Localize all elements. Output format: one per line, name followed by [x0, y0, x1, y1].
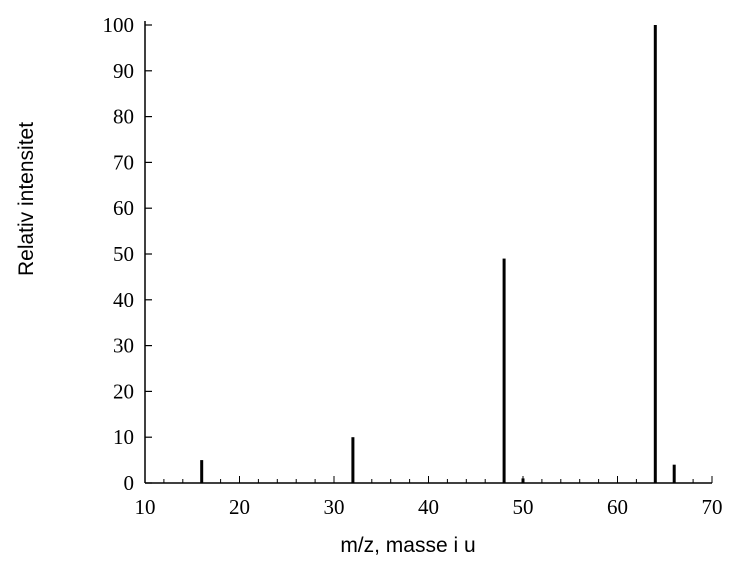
y-tick-label: 70 — [113, 150, 134, 174]
y-tick-label: 0 — [124, 471, 135, 495]
y-tick-label: 50 — [113, 242, 134, 266]
x-tick-label: 50 — [513, 495, 534, 519]
peak-bar — [502, 258, 506, 483]
y-tick-label: 40 — [113, 288, 134, 312]
y-tick-label: 90 — [113, 59, 134, 83]
y-tick-label: 100 — [103, 13, 135, 37]
x-tick-label: 10 — [135, 495, 156, 519]
x-tick-label: 40 — [418, 495, 439, 519]
x-tick-label: 70 — [702, 495, 723, 519]
peak-bar — [521, 478, 525, 483]
y-tick-label: 20 — [113, 379, 134, 403]
x-tick-label: 20 — [229, 495, 250, 519]
axes — [144, 21, 712, 484]
x-axis-ticks: 10 20 30 40 50 60 70 — [135, 476, 723, 519]
y-tick-label: 80 — [113, 105, 134, 129]
y-tick-label: 30 — [113, 334, 134, 358]
peak-bar — [200, 460, 204, 483]
y-axis-ticks: 0 10 20 30 40 50 60 70 80 90 100 — [103, 13, 152, 495]
y-tick-label: 60 — [113, 196, 134, 220]
peak-bar — [672, 464, 676, 483]
x-tick-label: 30 — [324, 495, 345, 519]
x-axis-title: m/z, masse i u — [340, 534, 475, 557]
peak-bar — [653, 25, 657, 483]
x-tick-label: 60 — [607, 495, 628, 519]
y-axis-title: Relativ intensitet — [15, 122, 38, 276]
spectrum-peaks — [200, 25, 676, 483]
peak-bar — [351, 437, 355, 483]
y-tick-label: 10 — [113, 425, 134, 449]
